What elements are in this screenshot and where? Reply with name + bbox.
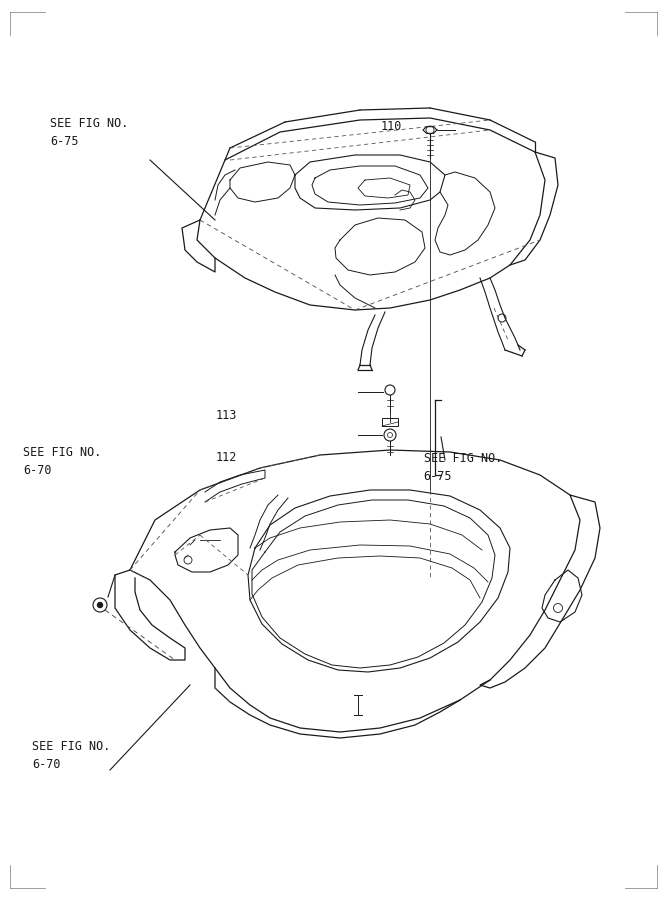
Text: SEE FIG NO.
6-70: SEE FIG NO. 6-70 xyxy=(23,446,102,476)
Text: 112: 112 xyxy=(215,451,237,464)
Text: SEE FIG NO.
6-75: SEE FIG NO. 6-75 xyxy=(50,117,129,148)
Text: 110: 110 xyxy=(380,120,402,132)
Bar xyxy=(382,418,398,426)
Circle shape xyxy=(97,602,103,608)
Text: SEE FIG NO.
6-70: SEE FIG NO. 6-70 xyxy=(32,740,111,770)
Text: SEE FIG NO.
6-75: SEE FIG NO. 6-75 xyxy=(424,452,502,482)
Text: 113: 113 xyxy=(215,410,237,422)
